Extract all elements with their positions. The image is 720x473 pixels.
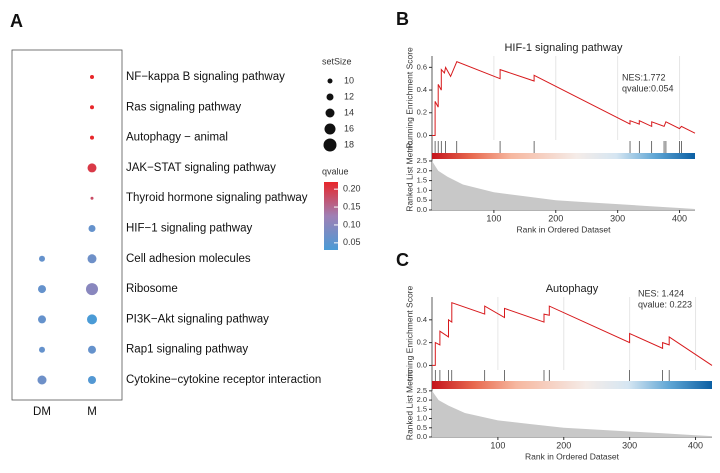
annotation: NES:1.772	[622, 72, 666, 82]
metric-area	[432, 390, 712, 437]
y-tick-label: 0.4	[417, 315, 427, 324]
legend-dot	[326, 93, 334, 101]
y-tick-label: 0.0	[417, 432, 427, 441]
row-label: Cytokine−cytokine receptor interaction	[126, 374, 321, 386]
dot	[88, 225, 96, 232]
y-tick-label: 1.5	[417, 404, 427, 413]
y-tick-label: 0.0	[417, 130, 427, 139]
row-label: Ribosome	[126, 283, 178, 295]
x-tick-label: 200	[548, 213, 563, 223]
rank-band	[432, 381, 712, 389]
legend-label: 16	[344, 123, 354, 133]
legend-label: 10	[344, 75, 354, 85]
row-label: NF−kappa B signaling pathway	[126, 71, 285, 83]
y-tick-label: 2.0	[417, 166, 427, 175]
x-tick-label: 300	[610, 213, 625, 223]
dot	[39, 346, 45, 353]
colorbar-label: 0.05	[343, 237, 361, 247]
x-tick-label: 100	[486, 213, 501, 223]
y-tick-label: 1.0	[417, 414, 427, 423]
panel-label: A	[10, 11, 23, 31]
y-tick-label: 0.4	[417, 85, 427, 94]
row-label: JAK−STAT signaling pathway	[126, 162, 276, 174]
axis-label: Ranked List Metric	[404, 141, 414, 212]
plot-frame	[11, 49, 123, 401]
chart-title: HIF-1 signaling pathway	[504, 42, 623, 54]
dot	[38, 315, 46, 324]
dot	[90, 196, 94, 200]
y-tick-label: 0.2	[417, 108, 427, 117]
chart-title: Autophagy	[546, 283, 599, 295]
legend-dot	[324, 123, 336, 135]
x-tick-label: 200	[556, 440, 571, 450]
axis-label: Rank in Ordered Dataset	[516, 224, 611, 234]
colorbar-label: 0.20	[343, 184, 361, 194]
legend-title: setSize	[322, 56, 352, 66]
colorbar-label: 0.10	[343, 219, 361, 229]
axis-label: Rank in Ordered Dataset	[525, 451, 620, 461]
legend-dot	[323, 138, 337, 152]
dot	[90, 135, 94, 140]
y-tick-label: 1.5	[417, 176, 427, 185]
legend-label: 12	[344, 91, 354, 101]
colorbar	[324, 182, 338, 250]
legend-label: 14	[344, 107, 354, 117]
x-tick-label: 100	[490, 440, 505, 450]
axis-label: Running Enrichment Score	[404, 47, 414, 149]
y-tick-label: 0.2	[417, 338, 427, 347]
axis-label: unning Enrichment Score	[404, 286, 414, 382]
y-tick-label: 0.0	[417, 205, 427, 214]
panel-label: B	[396, 9, 409, 29]
x-tick-label: 300	[622, 440, 637, 450]
row-label: Rap1 signaling pathway	[126, 344, 248, 356]
row-label: PI3K−Akt signaling pathway	[126, 313, 269, 325]
y-tick-label: 2.5	[417, 156, 427, 165]
rank-band	[432, 153, 695, 159]
y-tick-label: 0.5	[417, 195, 427, 204]
y-tick-label: 0.6	[417, 62, 427, 71]
dot	[88, 376, 96, 384]
x-tick-label: 400	[672, 213, 687, 223]
annotation: NES: 1.424	[638, 288, 684, 298]
dot	[88, 345, 96, 354]
x-tick-label: DM	[33, 406, 51, 418]
y-tick-label: 0.5	[417, 423, 427, 432]
annotation: qvalue:0.054	[622, 83, 674, 93]
dot	[90, 75, 94, 79]
row-label: HIF−1 signaling pathway	[126, 223, 253, 235]
colorbar-label: 0.15	[343, 201, 361, 211]
y-tick-label: 1.0	[417, 185, 427, 194]
dot	[39, 255, 45, 262]
y-tick-label: 2.5	[417, 386, 427, 395]
dot	[87, 314, 97, 325]
row-label: Ras signaling pathway	[126, 101, 241, 113]
es-line	[432, 61, 696, 136]
axis-label: Ranked List Metric	[404, 369, 414, 440]
dot	[87, 254, 97, 264]
x-tick-label: 400	[688, 440, 703, 450]
panel-label: C	[396, 250, 409, 270]
dot	[37, 375, 47, 385]
dot	[90, 105, 94, 110]
x-tick-label: M	[87, 406, 97, 418]
row-label: Cell adhesion molecules	[126, 253, 251, 265]
dot	[87, 163, 97, 173]
metric-area	[432, 161, 695, 210]
y-tick-label: 2.0	[417, 395, 427, 404]
y-tick-label: 0.0	[417, 360, 427, 369]
es-line	[432, 301, 713, 366]
annotation: qvalue: 0.223	[638, 299, 692, 309]
row-label: Thyroid hormone signaling pathway	[126, 192, 308, 204]
dot	[38, 285, 46, 294]
legend-title: qvalue	[322, 166, 349, 176]
legend-dot	[325, 108, 335, 118]
dot	[86, 283, 98, 296]
row-label: Autophagy − animal	[126, 132, 228, 144]
legend-label: 18	[344, 139, 354, 149]
legend-dot	[327, 78, 333, 84]
